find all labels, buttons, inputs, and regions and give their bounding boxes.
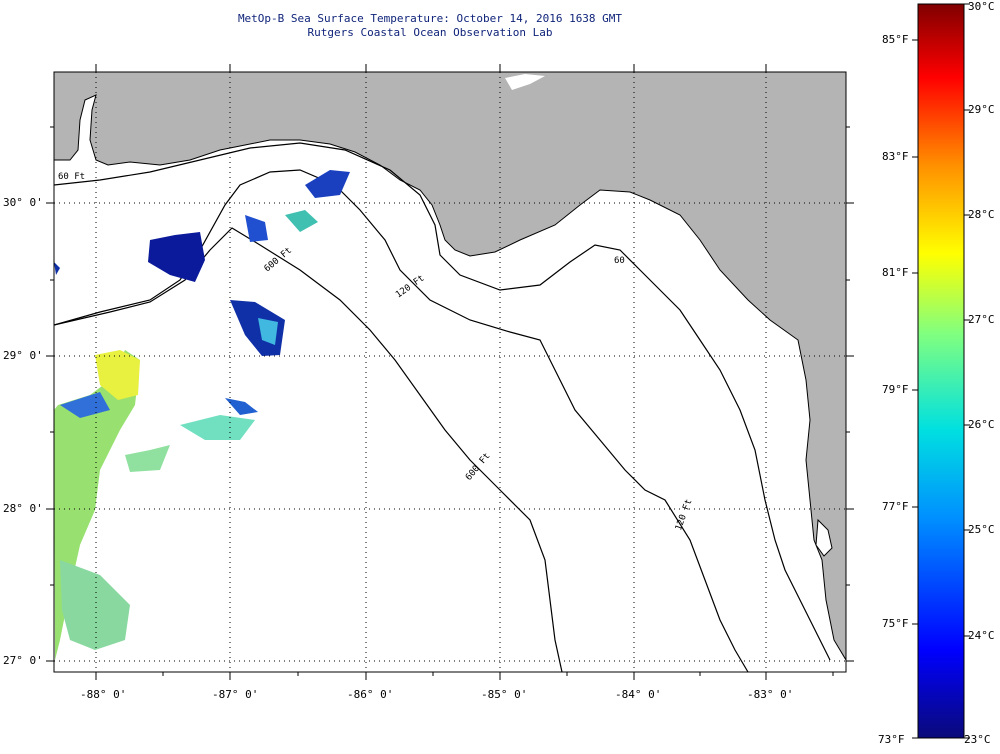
lon-label: -86° 0' <box>347 688 394 701</box>
lon-label: -87° 0' <box>212 688 259 701</box>
contour-120ft <box>54 169 749 672</box>
land-detail <box>815 518 833 557</box>
graticule <box>54 72 846 672</box>
colorbar-label-c: 25°C <box>968 523 995 536</box>
frame-ticks <box>46 64 854 680</box>
colorbar-label-c: 28°C <box>968 208 995 221</box>
lon-label: -85° 0' <box>481 688 528 701</box>
land-coastline <box>54 72 846 661</box>
colorbar-label-c: 30°C <box>968 0 995 13</box>
lon-label: -84° 0' <box>615 688 662 701</box>
colorbar-label-c: 24°C <box>968 629 995 642</box>
lat-label: 27° 0' <box>3 654 43 667</box>
map-frame <box>53 71 847 673</box>
colorbar-label-f: 77°F <box>882 500 909 513</box>
colorbar-label-f: 81°F <box>882 266 909 279</box>
map-subtitle: Rutgers Coastal Ocean Observation Lab <box>307 26 553 39</box>
colorbar-label-f: 75°F <box>882 617 909 630</box>
colorbar-label-f: 85°F <box>882 33 909 46</box>
contour-label: 60 <box>614 256 625 266</box>
colorbar-label-c: 29°C <box>968 103 995 116</box>
lon-label: -88° 0' <box>80 688 127 701</box>
sst-patches <box>54 170 350 660</box>
colorbar-label-c: 26°C <box>968 418 995 431</box>
colorbar-ticks <box>912 3 970 739</box>
colorbar-label-c: 27°C <box>968 313 995 326</box>
colorbar-label-f: 79°F <box>882 383 909 396</box>
lat-label: 28° 0' <box>3 502 43 515</box>
lon-label: -83° 0' <box>747 688 794 701</box>
colorbar-label-c: 23°C <box>964 733 991 746</box>
colorbar-label-f: 73°F <box>878 733 905 746</box>
contour-60ft <box>54 142 831 661</box>
colorbar <box>917 3 965 739</box>
island <box>505 74 545 90</box>
colorbar-label-f: 83°F <box>882 150 909 163</box>
map-title: MetOp-B Sea Surface Temperature: October… <box>237 12 623 25</box>
lat-label: 30° 0' <box>3 196 43 209</box>
lat-label: 29° 0' <box>3 349 43 362</box>
contour-label: 60 Ft <box>58 172 86 182</box>
